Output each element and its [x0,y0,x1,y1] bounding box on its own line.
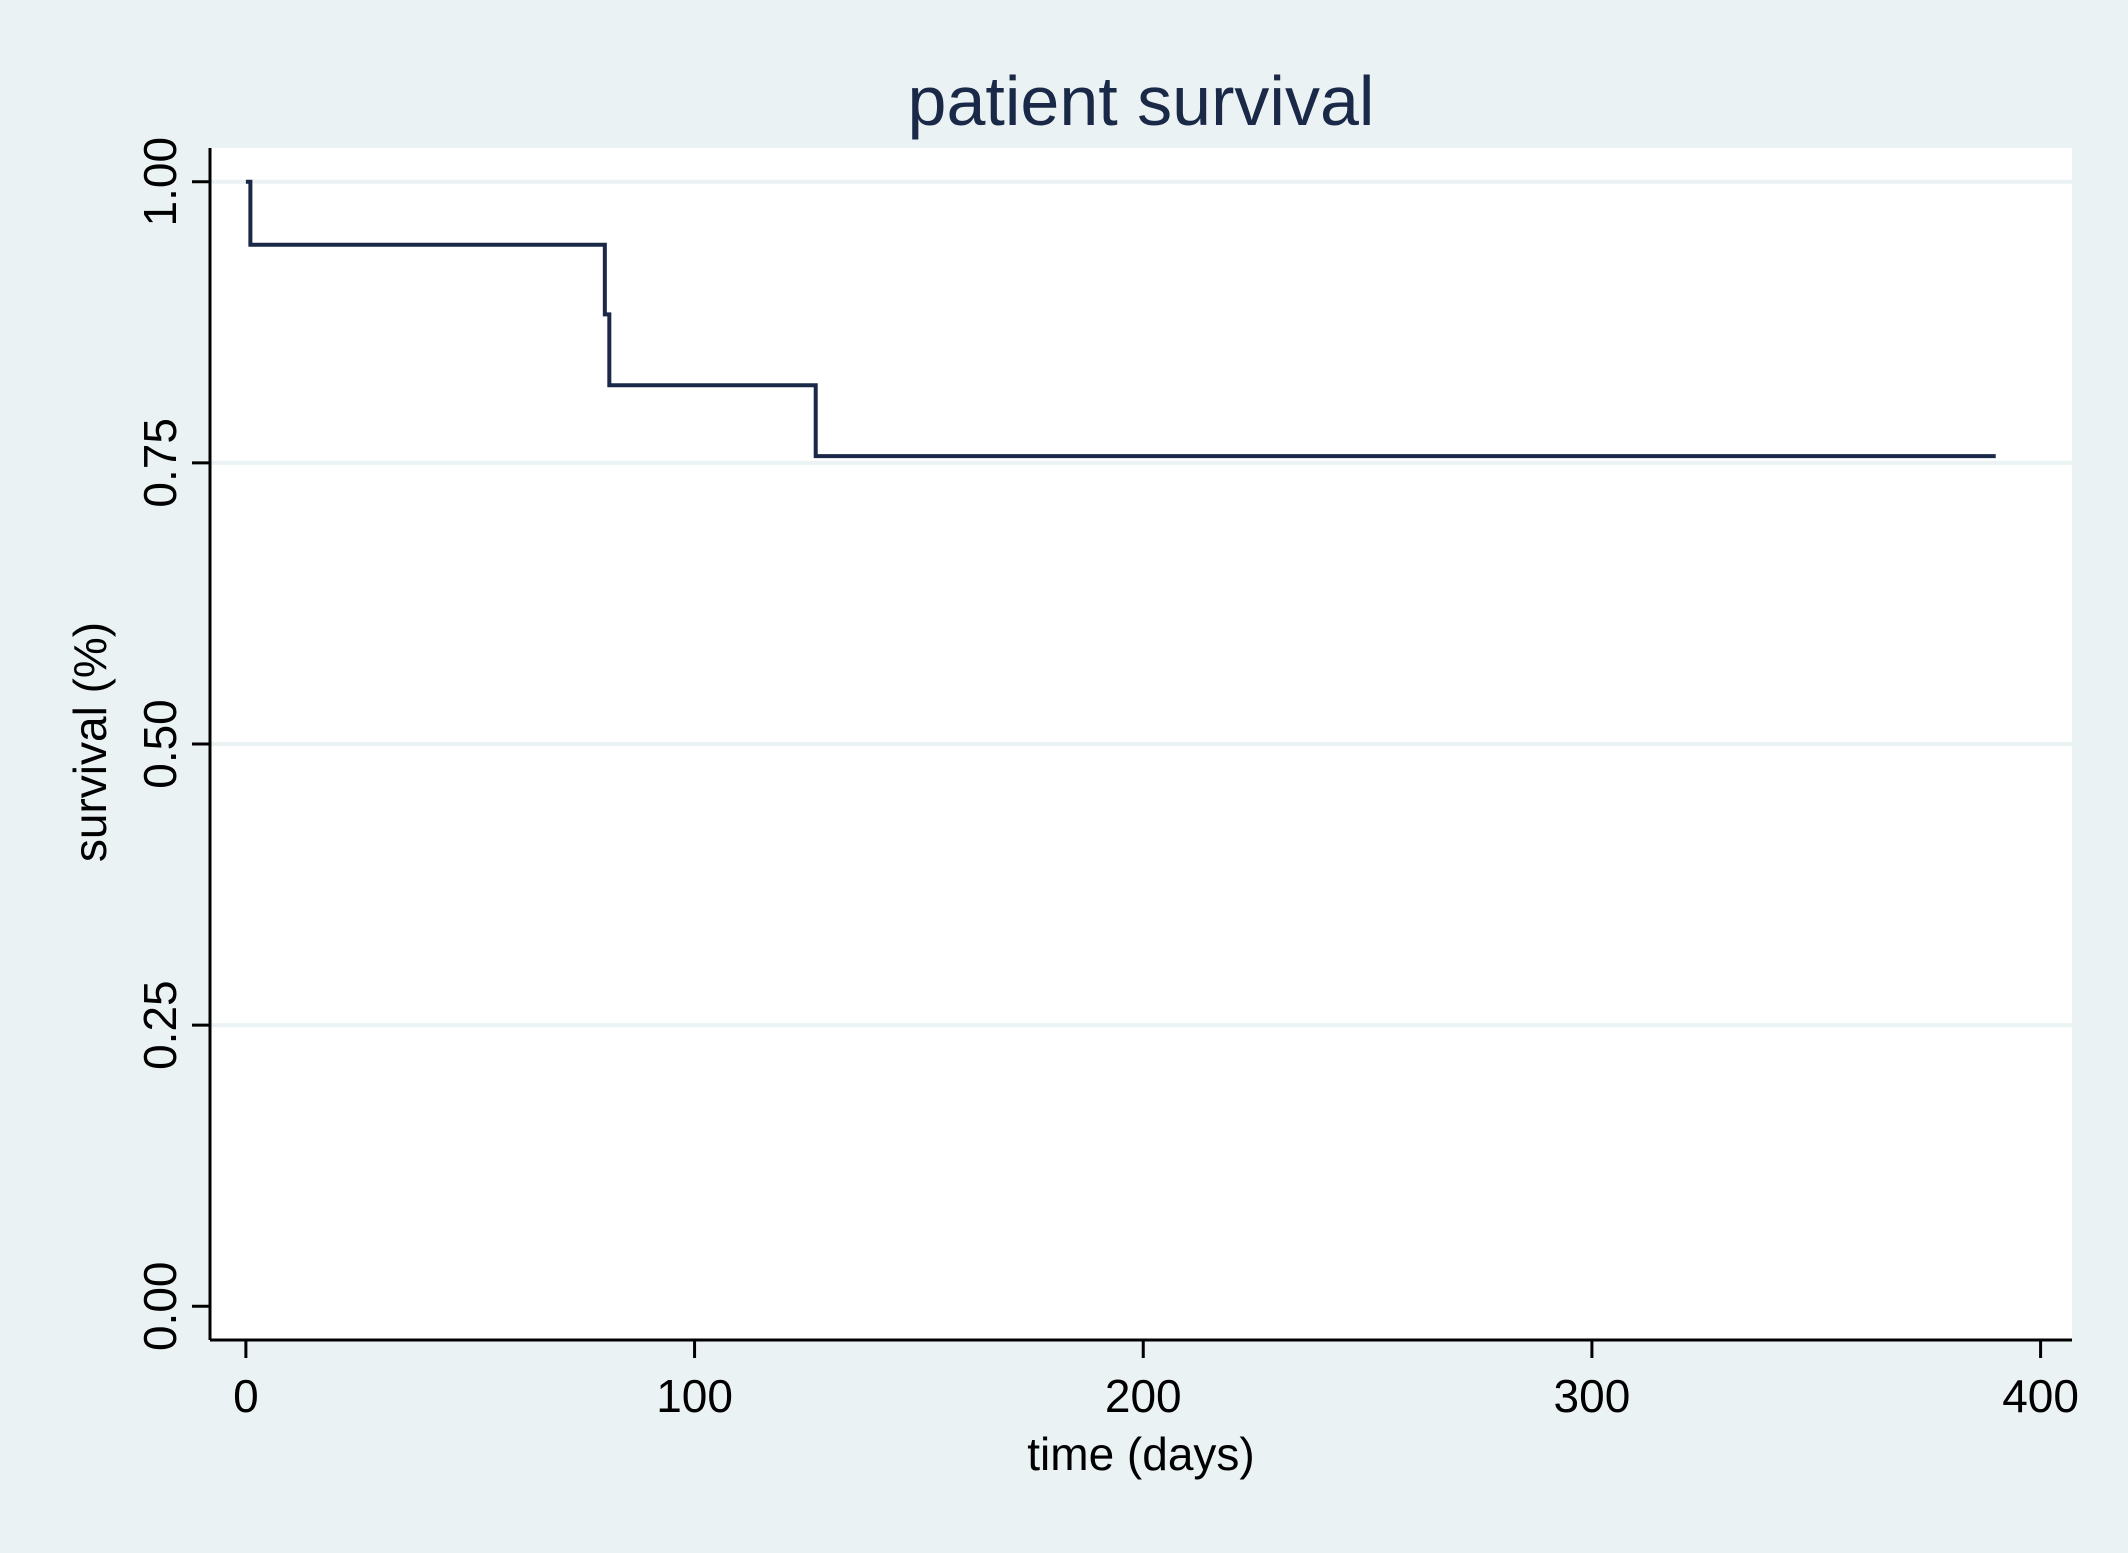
x-tick-label: 200 [1105,1370,1182,1422]
tick-marks [192,180,2043,1358]
y-axis-label: survival (%) [64,622,116,862]
tick-labels: 0.00 0.25 0.50 0.75 1.00 0 100 200 300 400 [134,137,2079,1422]
series [245,179,1996,459]
y-tick-label: 0.50 [134,699,186,789]
x-tick-label: 300 [1554,1370,1631,1422]
x-tick-label: 400 [2002,1370,2079,1422]
x-tick-label: 100 [656,1370,733,1422]
grid-lines [210,179,2072,1028]
y-tick-label: 0.75 [134,418,186,508]
x-tick-label: 0 [233,1370,259,1422]
y-tick-label: 0.00 [134,1261,186,1351]
chart-title: patient survival [908,62,1375,140]
survival-step-line [245,179,1996,459]
y-tick-label: 0.25 [134,980,186,1070]
y-tick-label: 1.00 [134,137,186,227]
x-axis-label: time (days) [1027,1428,1254,1480]
